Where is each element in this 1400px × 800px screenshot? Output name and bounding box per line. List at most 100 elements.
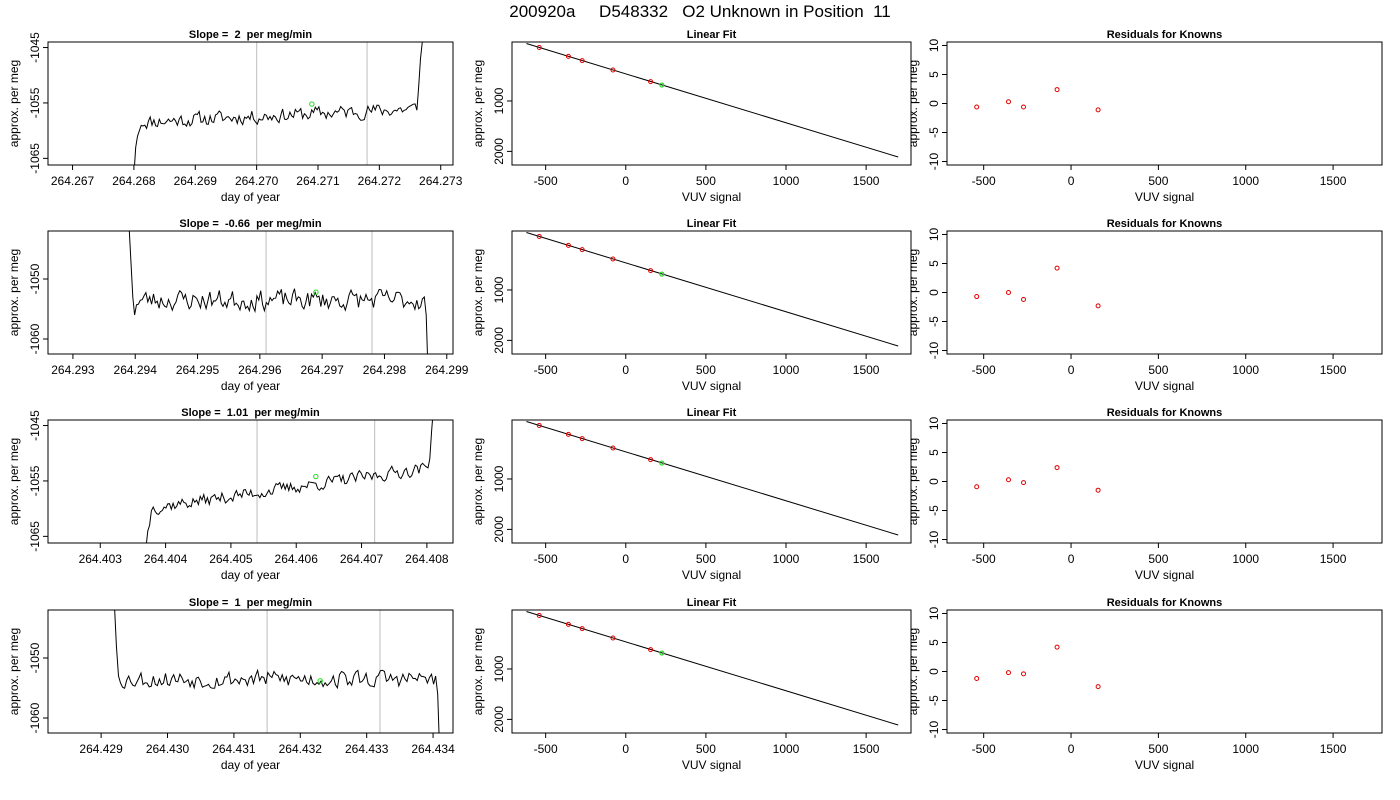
y-axis: -1065 -1055 -1045 approx. per meg: [7, 32, 48, 174]
x-tick-label: 500: [1148, 363, 1168, 377]
fit-line: [526, 232, 899, 347]
trace-line: [114, 610, 440, 733]
panel-1-2: -500 0 500 1000 1500 VUV signal 2000 1000 approx…: [471, 29, 912, 204]
x-axis: 264.267 264.268 264.269 264.270 264.271 264.2…: [51, 165, 463, 204]
x-axis: -500 0 500 1000 1500 VUV signal: [972, 543, 1347, 582]
known-point: [610, 635, 616, 641]
residual-point: [1054, 265, 1060, 271]
y-axis-label: approx. per meg: [906, 628, 920, 715]
x-tick-label: 1000: [773, 174, 800, 188]
x-tick-label: -500: [534, 552, 558, 566]
residual-point: [1054, 465, 1060, 471]
panel-title: Linear Fit: [687, 218, 737, 230]
plot-area: [526, 611, 899, 726]
x-tick-label: 264.299: [425, 363, 469, 377]
y-tick-label: -1055: [28, 87, 42, 118]
residual-point: [1005, 290, 1011, 295]
y-tick-label: -5: [927, 695, 941, 706]
known-point: [648, 457, 654, 463]
y-axis: -10 -5 0 5 10 approx. per meg: [906, 38, 947, 170]
plot-frame: [946, 609, 1383, 734]
unknown-point: [659, 460, 665, 466]
known-point: [536, 44, 542, 50]
y-tick-label: -10: [927, 342, 941, 360]
unknown-point: [659, 650, 665, 656]
plot-frame: [47, 419, 454, 544]
plot-area: [526, 43, 899, 158]
panel-title: Linear Fit: [687, 407, 737, 419]
unknown-point: [659, 82, 665, 88]
x-tick-label: 1500: [1320, 174, 1347, 188]
x-tick-label: 264.296: [238, 363, 282, 377]
x-tick-label: 264.273: [419, 174, 463, 188]
residual-point: [1095, 487, 1101, 493]
x-tick-label: 264.406: [275, 552, 319, 566]
known-point: [610, 67, 616, 73]
panel-4-3: -500 0 500 1000 1500 VUV signal -10 -5 0 5 10 appro…: [906, 597, 1383, 772]
plot-area: [526, 232, 899, 347]
x-tick-label: 264.269: [174, 174, 218, 188]
y-tick-label: -1065: [28, 521, 42, 552]
x-axis: -500 0 500 1000 1500 VUV signal: [534, 354, 880, 393]
panel-title: Linear Fit: [687, 597, 737, 609]
x-tick-label: 1500: [853, 742, 880, 756]
y-tick-label: 5: [927, 449, 941, 456]
x-tick-label: -500: [972, 174, 996, 188]
plot-area: [526, 421, 899, 536]
x-tick-label: 264.408: [405, 552, 449, 566]
plot-frame: [511, 41, 912, 166]
fit-line: [526, 611, 899, 726]
x-tick-label: 0: [1068, 363, 1075, 377]
x-axis-label: VUV signal: [682, 758, 741, 772]
known-point: [610, 445, 616, 451]
x-axis: -500 0 500 1000 1500 VUV signal: [534, 733, 880, 772]
x-axis-label: day of year: [221, 568, 280, 582]
x-tick-label: 264.272: [358, 174, 402, 188]
x-tick-label: -500: [534, 742, 558, 756]
y-tick-label: -10: [927, 721, 941, 739]
panel-2-1: 264.293 264.294 264.295 264.296 264.297 264.2…: [7, 218, 469, 393]
x-tick-label: 1500: [853, 174, 880, 188]
x-tick-label: 1000: [1232, 742, 1259, 756]
known-point: [579, 58, 585, 64]
y-tick-label: -10: [927, 531, 941, 549]
y-tick-label: 1000: [492, 276, 506, 303]
x-tick-label: 1500: [1320, 363, 1347, 377]
residual-point: [1005, 477, 1011, 483]
y-tick-label: 0: [927, 668, 941, 675]
plot-frame: [511, 609, 912, 734]
x-tick-label: 264.297: [300, 363, 344, 377]
residual-point: [1054, 87, 1060, 93]
panel-2-2: -500 0 500 1000 1500 VUV signal 2000 1000 approx…: [471, 218, 912, 393]
panel-1-3: -500 0 500 1000 1500 VUV signal -10 -5 0 5 10 appro…: [906, 29, 1383, 204]
panel-title: Slope = -0.66 per meg/min: [179, 218, 321, 230]
x-axis: -500 0 500 1000 1500 VUV signal: [534, 543, 880, 582]
x-axis: -500 0 500 1000 1500 VUV signal: [972, 165, 1347, 204]
panel-title: Slope = 2 per meg/min: [189, 29, 312, 41]
x-axis: 264.293 264.294 264.295 264.296 264.297 264.2…: [51, 354, 469, 393]
x-tick-label: 264.432: [279, 742, 323, 756]
x-tick-label: 264.295: [176, 363, 220, 377]
y-axis: -10 -5 0 5 10 approx. per meg: [906, 416, 947, 548]
known-point: [536, 612, 542, 618]
panel-title: Linear Fit: [687, 29, 737, 41]
y-axis: 2000 1000 approx. per meg: [471, 249, 512, 354]
x-tick-label: 500: [1148, 742, 1168, 756]
residual-point: [1021, 480, 1027, 486]
plot-area: [974, 465, 1101, 493]
y-axis: -10 -5 0 5 10 approx. per meg: [906, 606, 947, 738]
x-tick-label: 1500: [1320, 552, 1347, 566]
x-tick-label: 264.293: [51, 363, 95, 377]
y-tick-label: 5: [927, 639, 941, 646]
x-tick-label: 1000: [773, 742, 800, 756]
x-tick-label: 264.431: [212, 742, 256, 756]
residual-point: [1054, 644, 1060, 650]
x-tick-label: 500: [1148, 552, 1168, 566]
y-axis: 2000 1000 approx. per meg: [471, 60, 512, 165]
y-tick-label: 10: [927, 38, 941, 52]
unknown-point: [659, 271, 665, 277]
plot-area: [134, 42, 423, 165]
x-axis: -500 0 500 1000 1500 VUV signal: [534, 165, 880, 204]
y-tick-label: 2000: [492, 138, 506, 165]
plot-area: [145, 420, 434, 543]
